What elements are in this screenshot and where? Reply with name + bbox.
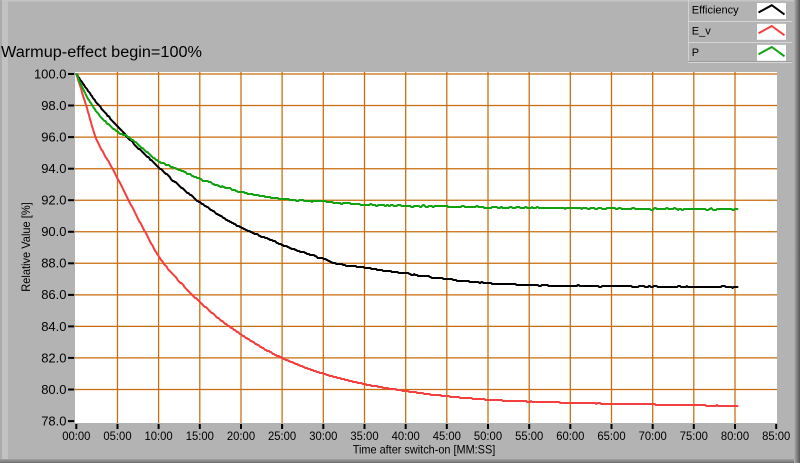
svg-text:Time after switch-on [MM:SS]: Time after switch-on [MM:SS] (353, 442, 496, 456)
svg-text:Relative Value [%]: Relative Value [%] (19, 202, 33, 292)
svg-text:94.0: 94.0 (41, 161, 66, 176)
svg-text:75:00: 75:00 (680, 429, 708, 443)
svg-text:25:00: 25:00 (268, 429, 296, 443)
svg-text:78.0: 78.0 (41, 413, 66, 428)
svg-text:Warmup-effect begin=100%: Warmup-effect begin=100% (1, 44, 202, 61)
svg-text:50:00: 50:00 (474, 429, 502, 443)
svg-text:84.0: 84.0 (41, 319, 66, 334)
svg-text:35:00: 35:00 (350, 429, 378, 443)
svg-text:92.0: 92.0 (41, 193, 66, 208)
svg-text:98.0: 98.0 (41, 98, 66, 113)
svg-text:80:00: 80:00 (721, 429, 749, 443)
svg-text:55:00: 55:00 (515, 429, 543, 443)
svg-text:100.0: 100.0 (34, 66, 67, 81)
svg-text:88.0: 88.0 (41, 256, 66, 271)
svg-text:P: P (692, 47, 699, 59)
svg-text:30:00: 30:00 (309, 429, 337, 443)
svg-text:10:00: 10:00 (145, 429, 173, 443)
svg-text:05:00: 05:00 (103, 429, 131, 443)
svg-text:Efficiency: Efficiency (692, 4, 739, 16)
svg-text:80.0: 80.0 (41, 382, 66, 397)
svg-text:96.0: 96.0 (41, 130, 66, 145)
svg-text:65:00: 65:00 (597, 429, 625, 443)
svg-text:60:00: 60:00 (556, 429, 584, 443)
svg-text:45:00: 45:00 (433, 429, 461, 443)
svg-text:20:00: 20:00 (227, 429, 255, 443)
svg-text:85:00: 85:00 (762, 429, 790, 443)
svg-text:90.0: 90.0 (41, 224, 66, 239)
svg-text:15:00: 15:00 (186, 429, 214, 443)
svg-text:82.0: 82.0 (41, 350, 66, 365)
svg-text:40:00: 40:00 (392, 429, 420, 443)
svg-text:00:00: 00:00 (62, 429, 90, 443)
svg-text:70:00: 70:00 (639, 429, 667, 443)
svg-text:E_v: E_v (692, 26, 711, 38)
svg-text:86.0: 86.0 (41, 287, 66, 302)
